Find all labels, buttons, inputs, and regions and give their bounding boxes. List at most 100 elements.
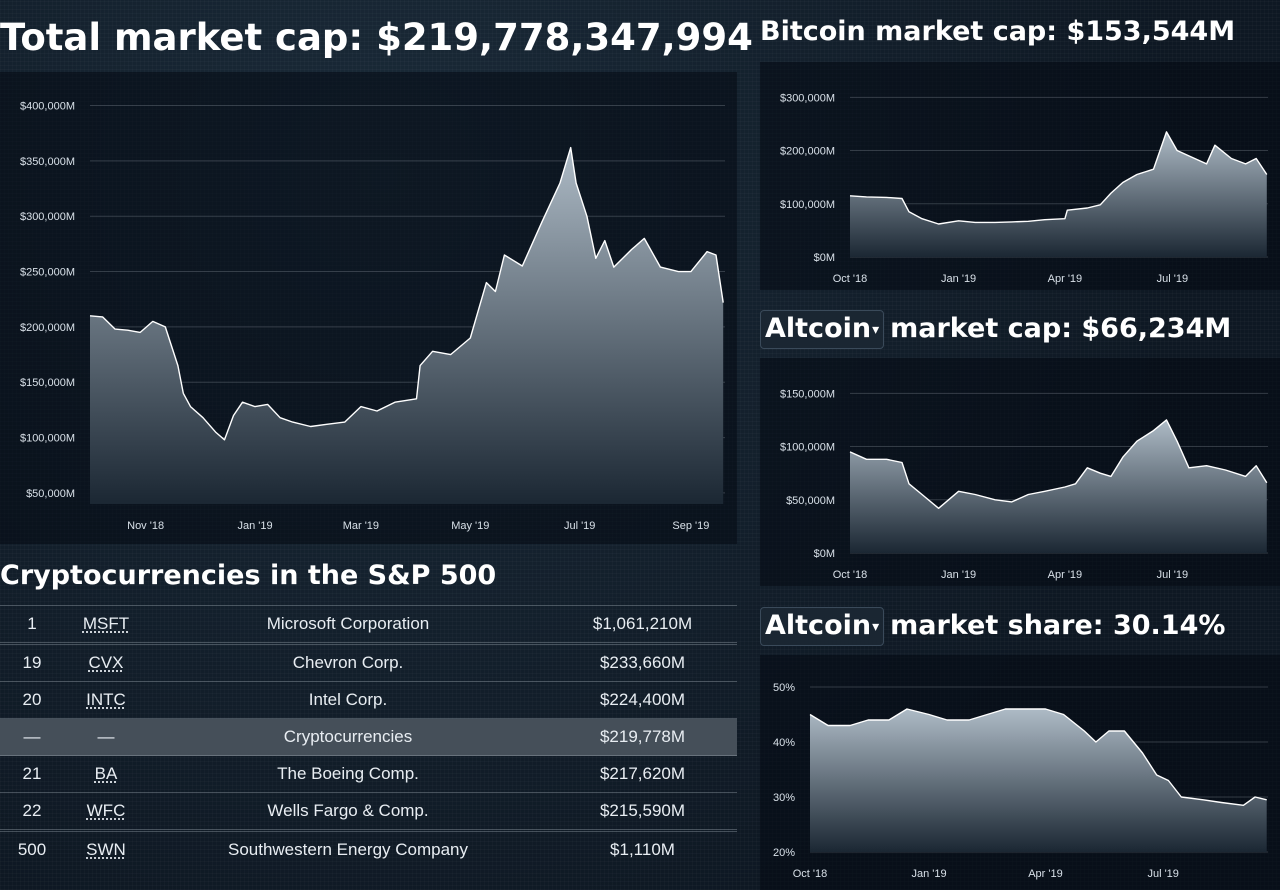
company-name-cell: Wells Fargo & Comp.: [148, 792, 548, 831]
symbol-cell: SWN: [64, 829, 148, 868]
table-row-highlighted: — — Cryptocurrencies $219,778M: [0, 718, 737, 756]
symbol-cell: MSFT: [64, 605, 148, 644]
table-row: 20 INTC Intel Corp. $224,400M: [0, 681, 737, 719]
series-line: [849, 419, 1268, 509]
y-tick-label: 20%: [773, 847, 795, 859]
series-area: [810, 709, 1267, 852]
bitcoin-market-cap-chart[interactable]: $0M $100,000M $200,000M $300,000M Oct '18 Jan…: [760, 62, 1280, 290]
x-tick-label: Oct '18: [833, 273, 868, 285]
market-cap-cell: $1,061,210M: [548, 605, 737, 644]
caret-down-icon: ▾: [872, 618, 880, 635]
dropdown-value: Altcoin: [765, 610, 872, 641]
x-tick-label: May '19: [451, 520, 489, 532]
series-area: [850, 419, 1267, 553]
series-line: [89, 146, 724, 441]
altcoin-market-share-chart[interactable]: 20% 30% 40% 50% Oct '18 Jan '19 Apr '19 Jul '19: [760, 655, 1280, 890]
caret-down-icon: ▾: [872, 321, 880, 338]
table-row: 22 WFC Wells Fargo & Comp. $215,590M: [0, 792, 737, 831]
y-tick-label: $350,000M: [20, 156, 75, 168]
y-tick-label: 40%: [773, 737, 795, 749]
dropdown-value: Altcoin: [765, 313, 872, 344]
y-tick-label: $0M: [814, 548, 835, 560]
company-name-cell: Chevron Corp.: [148, 642, 548, 682]
sp500-section-title: Cryptocurrencies in the S&P 500: [0, 560, 497, 591]
bitcoin-market-cap-title: Bitcoin market cap: $153,544M: [760, 16, 1236, 47]
y-tick-label: 30%: [773, 792, 795, 804]
x-tick-label: Mar '19: [343, 520, 379, 532]
total-market-cap-title: Total market cap: $219,778,347,994: [0, 16, 753, 59]
series-area: [850, 131, 1267, 257]
sp500-table: 1 MSFT Microsoft Corporation $1,061,210M 19 C…: [0, 605, 737, 868]
coin-type-dropdown[interactable]: Altcoin▾: [760, 607, 885, 646]
company-name-cell: Microsoft Corporation: [148, 605, 548, 644]
rank-cell: —: [0, 718, 64, 756]
y-tick-label: $100,000M: [780, 442, 835, 454]
y-tick-label: $0M: [814, 252, 835, 264]
table-row: 21 BA The Boeing Comp. $217,620M: [0, 755, 737, 793]
ticker-symbol[interactable]: SWN: [86, 840, 126, 859]
y-tick-label: $200,000M: [780, 146, 835, 158]
x-tick-label: Jul '19: [1157, 569, 1188, 581]
coin-type-dropdown[interactable]: Altcoin▾: [760, 310, 885, 349]
symbol-cell: INTC: [64, 681, 148, 719]
market-cap-cell: $217,620M: [548, 755, 737, 793]
altcoin-market-cap-chart[interactable]: $0M $50,000M $100,000M $150,000M Oct '18 Jan …: [760, 358, 1280, 586]
x-tick-label: Sep '19: [672, 520, 709, 532]
market-cap-cell: $215,590M: [548, 792, 737, 831]
altcoin-share-text: market share: 30.14%: [890, 610, 1226, 641]
rank-cell: 19: [0, 642, 64, 682]
company-name-cell: Cryptocurrencies: [148, 718, 548, 756]
company-name-cell: Intel Corp.: [148, 681, 548, 719]
x-tick-label: Oct '18: [793, 868, 828, 880]
x-tick-label: Jul '19: [1147, 868, 1178, 880]
y-tick-label: $300,000M: [780, 92, 835, 104]
rank-cell: 22: [0, 792, 64, 831]
x-tick-label: Nov '18: [127, 520, 164, 532]
ticker-symbol[interactable]: INTC: [86, 690, 126, 709]
series-line: [849, 131, 1268, 225]
x-tick-label: Jan '19: [237, 520, 272, 532]
y-tick-label: $100,000M: [20, 433, 75, 445]
y-tick-label: $100,000M: [780, 199, 835, 211]
altcoin-market-share-title: Altcoin▾ market share: 30.14%: [760, 607, 1225, 646]
market-cap-cell: $1,110M: [548, 829, 737, 868]
ticker-symbol[interactable]: BA: [94, 764, 118, 783]
x-tick-label: Jan '19: [941, 273, 976, 285]
series-line: [809, 708, 1267, 806]
altcoin-market-cap-title: Altcoin▾ market cap: $66,234M: [760, 310, 1231, 349]
symbol-cell: BA: [64, 755, 148, 793]
rank-cell: 21: [0, 755, 64, 793]
table-row: 19 CVX Chevron Corp. $233,660M: [0, 642, 737, 682]
y-tick-label: $200,000M: [20, 322, 75, 334]
company-name-cell: Southwestern Energy Company: [148, 829, 548, 868]
market-cap-cell: $219,778M: [548, 718, 737, 756]
x-tick-label: Apr '19: [1028, 868, 1063, 880]
altcoin-cap-text: market cap: $66,234M: [890, 313, 1232, 344]
rank-cell: 20: [0, 681, 64, 719]
x-tick-label: Jan '19: [941, 569, 976, 581]
y-tick-label: $300,000M: [20, 211, 75, 223]
market-cap-cell: $233,660M: [548, 642, 737, 682]
ticker-symbol[interactable]: WFC: [86, 801, 126, 820]
company-name-cell: The Boeing Comp.: [148, 755, 548, 793]
y-tick-label: $250,000M: [20, 267, 75, 279]
x-tick-label: Oct '18: [833, 569, 868, 581]
rank-cell: 1: [0, 605, 64, 644]
ticker-symbol[interactable]: CVX: [88, 653, 124, 672]
y-tick-label: $50,000M: [786, 495, 835, 507]
y-tick-label: 50%: [773, 682, 795, 694]
ticker-symbol[interactable]: MSFT: [82, 614, 130, 633]
series-area: [90, 147, 724, 504]
table-row: 500 SWN Southwestern Energy Company $1,110M: [0, 829, 737, 868]
symbol-cell: CVX: [64, 642, 148, 682]
symbol-cell: WFC: [64, 792, 148, 831]
x-tick-label: Apr '19: [1048, 273, 1083, 285]
x-tick-label: Jan '19: [911, 868, 946, 880]
y-tick-label: $400,000M: [20, 101, 75, 113]
table-row: 1 MSFT Microsoft Corporation $1,061,210M: [0, 605, 737, 644]
total-market-cap-chart[interactable]: $50,000M $100,000M $150,000M $200,000M $250,…: [0, 72, 737, 544]
y-tick-label: $50,000M: [26, 488, 75, 500]
x-tick-label: Jul '19: [564, 520, 595, 532]
rank-cell: 500: [0, 829, 64, 868]
x-tick-label: Jul '19: [1157, 273, 1188, 285]
